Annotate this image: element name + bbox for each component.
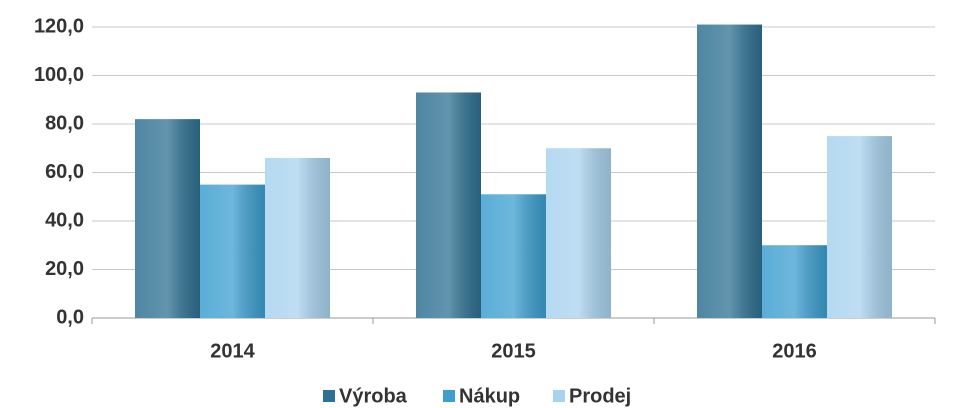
y-tick-label: 80,0 <box>45 112 84 134</box>
x-tick-label: 2016 <box>772 340 817 362</box>
bar-shine <box>481 194 546 318</box>
y-tick-label: 60,0 <box>45 161 84 183</box>
y-tick-label: 20,0 <box>45 258 84 280</box>
legend-label: Výroba <box>339 385 408 407</box>
bar-shine <box>200 184 265 318</box>
legend-swatch <box>443 390 455 402</box>
x-tick-label: 2014 <box>210 340 255 362</box>
legend-label: Nákup <box>459 385 520 407</box>
x-tick-label: 2015 <box>491 340 536 362</box>
legend-swatch <box>553 390 565 402</box>
bar-shine <box>762 245 827 318</box>
bar-shine <box>546 148 611 318</box>
y-tick-label: 40,0 <box>45 209 84 231</box>
legend-label: Prodej <box>569 385 631 407</box>
legend-swatch <box>323 390 335 402</box>
bar-shine <box>416 92 481 318</box>
bar-shine <box>827 136 892 318</box>
bar-shine <box>265 157 330 318</box>
bar-shine <box>135 119 200 319</box>
y-tick-label: 100,0 <box>34 64 84 86</box>
y-tick-label: 120,0 <box>34 15 84 37</box>
y-tick-label: 0,0 <box>56 306 84 328</box>
bar-shine <box>697 24 762 318</box>
